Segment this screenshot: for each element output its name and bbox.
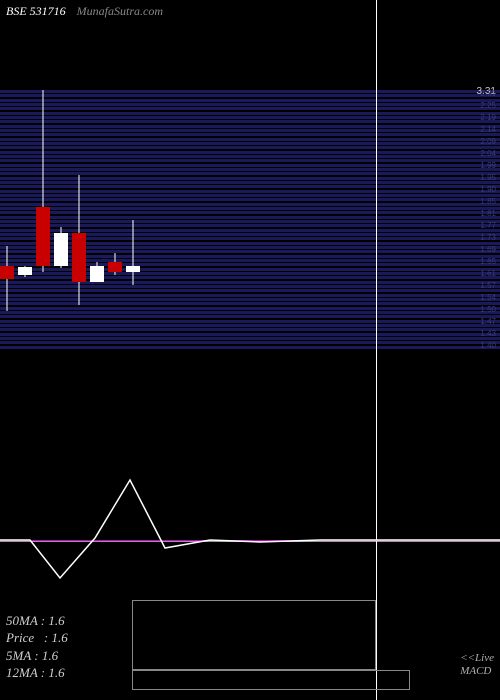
ticker-label: BSE 531716 [6, 4, 66, 18]
ma12-stat: 12MA : 1.6 [6, 664, 68, 682]
ma50-stat: 50MA : 1.6 [6, 612, 68, 630]
price-stat: Price : 1.6 [6, 629, 68, 647]
price-chart: 3.31 2.312.252.192.142.092.041.991.951.9… [0, 30, 500, 450]
macd-chart [0, 460, 500, 600]
live-macd-label: <<Live MACD [460, 652, 494, 678]
footer-box-2 [132, 670, 410, 690]
y-axis-labels: 2.312.252.192.142.092.041.991.951.901.85… [480, 90, 496, 350]
site-label: MunafaSutra.com [77, 4, 163, 18]
macd-line [0, 460, 500, 600]
macd-label: MACD [460, 665, 494, 678]
stats-panel: 50MA : 1.6 Price : 1.6 5MA : 1.6 12MA : … [6, 612, 68, 682]
live-label: <<Live [460, 652, 494, 665]
ma5-stat: 5MA : 1.6 [6, 647, 68, 665]
chart-header: BSE 531716 MunafaSutra.com [6, 4, 163, 19]
footer-box-1 [132, 600, 376, 670]
horizontal-bands [0, 90, 500, 350]
